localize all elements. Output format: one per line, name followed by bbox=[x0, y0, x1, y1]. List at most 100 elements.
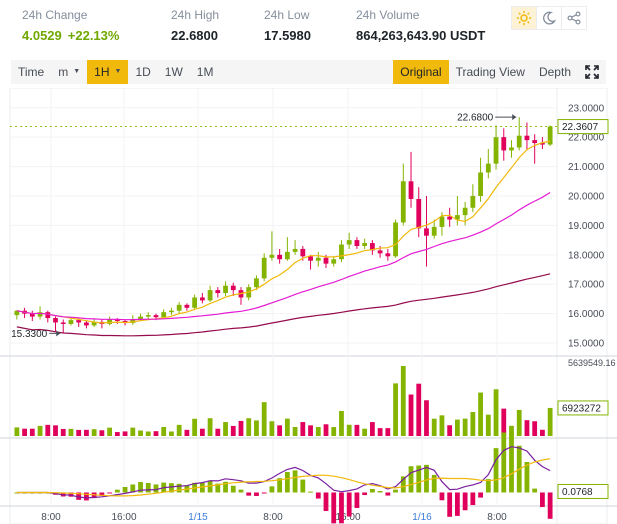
candle-body bbox=[424, 228, 429, 236]
volume-bar bbox=[215, 428, 221, 436]
volume-bar bbox=[145, 431, 151, 436]
candle-body bbox=[540, 143, 545, 145]
macd-histogram-bar bbox=[485, 479, 491, 493]
volume-bar bbox=[22, 428, 27, 436]
candle-body bbox=[192, 297, 198, 308]
macd-histogram-bar bbox=[99, 492, 105, 496]
macd-histogram-bar bbox=[501, 432, 507, 493]
volume-bar bbox=[138, 430, 143, 436]
macd-histogram-bar bbox=[107, 492, 113, 494]
macd-histogram-bar bbox=[261, 492, 267, 494]
volume-bar bbox=[29, 428, 35, 436]
time-tick-label: 1/16 bbox=[412, 512, 432, 523]
macd-histogram-bar bbox=[269, 486, 275, 493]
volume-bar bbox=[45, 424, 51, 436]
candle-body bbox=[485, 163, 491, 173]
candle-body bbox=[470, 196, 476, 208]
macd-histogram-bar bbox=[153, 484, 159, 493]
minute-dropdown[interactable]: m ▼ bbox=[51, 60, 87, 84]
volume-bar bbox=[153, 431, 159, 436]
volume-bar bbox=[454, 419, 460, 436]
sun-icon[interactable] bbox=[511, 6, 537, 30]
volume-bar bbox=[169, 431, 174, 436]
macd-histogram-bar bbox=[377, 490, 383, 493]
time-tick-label: 16:00 bbox=[111, 512, 136, 523]
candle-body bbox=[207, 290, 213, 301]
volume-bar bbox=[37, 425, 43, 436]
candle-body bbox=[269, 254, 275, 258]
volume-bar bbox=[176, 424, 182, 436]
volume-tag bbox=[557, 400, 609, 416]
time-tick-label: 16:00 bbox=[335, 512, 360, 523]
depth-button[interactable]: Depth bbox=[538, 65, 571, 79]
high-marker-arrow bbox=[512, 114, 517, 121]
interval-1m-button[interactable]: 1M bbox=[196, 65, 214, 79]
candle-body bbox=[408, 181, 414, 199]
volume-bar bbox=[107, 427, 113, 436]
candle-body bbox=[400, 181, 406, 223]
ma-mid-line bbox=[16, 191, 551, 321]
candle-body bbox=[84, 322, 89, 326]
candle-body bbox=[377, 250, 383, 254]
volume-bar bbox=[269, 421, 275, 436]
macd-histogram-bar bbox=[346, 492, 352, 517]
candle-body bbox=[107, 319, 113, 324]
share-icon[interactable] bbox=[561, 6, 587, 30]
macd-histogram-bar bbox=[207, 481, 213, 493]
volume-bar bbox=[540, 429, 545, 436]
macd-histogram-bar bbox=[400, 476, 406, 493]
candle-body bbox=[532, 140, 538, 144]
candle-body bbox=[215, 290, 221, 294]
candle-body bbox=[501, 137, 507, 151]
macd-histogram-bar bbox=[540, 492, 545, 508]
volume-bar bbox=[462, 418, 468, 436]
macd-histogram-bar bbox=[470, 492, 476, 506]
candle-body bbox=[493, 137, 499, 164]
moon-icon[interactable] bbox=[536, 6, 562, 30]
interval-1d-button[interactable]: 1D bbox=[135, 65, 151, 79]
original-view-button[interactable]: Original bbox=[393, 60, 449, 84]
interval-1w-button[interactable]: 1W bbox=[164, 65, 183, 79]
fullscreen-icon[interactable] bbox=[578, 60, 606, 84]
low-marker-arrow bbox=[56, 330, 61, 337]
minute-label: m bbox=[58, 65, 69, 79]
volume-bar bbox=[308, 425, 313, 436]
volume-bar bbox=[532, 421, 538, 436]
candlestick-chart[interactable]: 23.0000 22.0000 21.0000 20.0000 19.0000 18.00… bbox=[0, 88, 617, 524]
macd-histogram-bar bbox=[130, 484, 136, 493]
macd-histogram-bar bbox=[169, 483, 174, 493]
price-tick-label: 15.0000 bbox=[568, 339, 605, 350]
volume-bar bbox=[439, 415, 445, 436]
macd-histogram-bar bbox=[478, 492, 483, 498]
volume-bar bbox=[238, 420, 244, 436]
candle-body bbox=[292, 248, 298, 252]
macd-histogram-bar bbox=[532, 488, 538, 493]
volume-bar bbox=[246, 418, 252, 436]
interval-dropdown[interactable]: 1H ▼ bbox=[87, 60, 129, 84]
candle-body bbox=[431, 226, 437, 236]
volume-bar bbox=[254, 420, 259, 436]
stat-value: 864,263,643.90 USDT bbox=[356, 28, 486, 43]
macd-histogram-bar bbox=[454, 492, 460, 516]
time-button[interactable]: Time bbox=[18, 65, 45, 79]
macd-last-label: 0.0768 bbox=[562, 487, 593, 498]
candle-body bbox=[176, 304, 182, 311]
candle-body bbox=[114, 319, 120, 321]
volume-bar bbox=[230, 425, 236, 436]
chart-frame bbox=[9, 88, 608, 524]
candle-body bbox=[509, 147, 514, 151]
macd-histogram-bar bbox=[462, 492, 468, 511]
candle-body bbox=[354, 240, 360, 246]
volume-bar bbox=[315, 426, 321, 436]
macd-histogram-bar bbox=[416, 465, 422, 493]
macd-histogram-bar bbox=[447, 492, 453, 517]
volume-bar bbox=[130, 427, 136, 436]
tradingview-button[interactable]: Trading View bbox=[455, 65, 525, 79]
macd-histogram-bar bbox=[362, 492, 368, 496]
candle-body bbox=[68, 320, 74, 324]
stat-label: 24h Volume bbox=[356, 8, 420, 22]
macd-histogram-bar bbox=[354, 492, 360, 508]
volume-bar bbox=[53, 425, 58, 436]
volume-bar bbox=[91, 429, 97, 436]
price-tick-label: 22.0000 bbox=[568, 133, 605, 144]
